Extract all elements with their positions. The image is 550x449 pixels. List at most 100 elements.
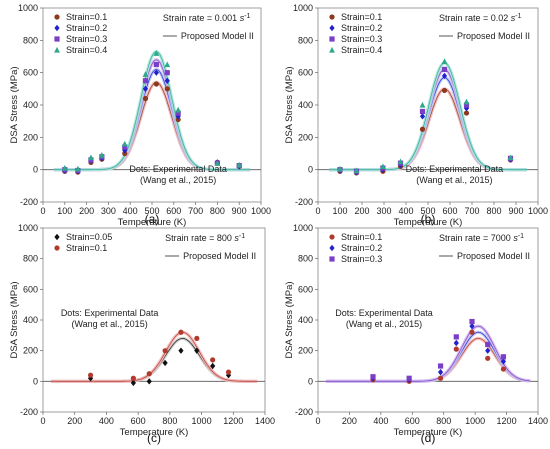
x-tick-label: 400: [373, 416, 388, 426]
data-point: [337, 165, 343, 172]
model-legend-label: Proposed Model II: [181, 31, 254, 41]
data-point: [500, 354, 507, 360]
data-point: [329, 244, 335, 252]
x-tick-label: 600: [166, 206, 181, 216]
x-axis-label: Temperature (K): [120, 427, 189, 438]
y-tick-label: 1000: [18, 223, 38, 233]
legend-entry: Strain=0.1: [66, 243, 107, 253]
legend-entry: Strain=0.1: [341, 12, 382, 22]
legend-entry: Strain=0.4: [341, 45, 382, 55]
experimental-note-line1: Dots: Experimental Data: [61, 308, 159, 318]
data-point: [441, 87, 448, 94]
x-tick-label: 600: [442, 206, 457, 216]
model-curve: [50, 337, 258, 382]
x-tick-label: 100: [332, 206, 347, 216]
data-point: [54, 14, 60, 20]
data-point: [153, 69, 159, 76]
data-point: [453, 339, 459, 347]
data-point: [236, 161, 243, 168]
y-tick-label: 600: [23, 68, 38, 78]
data-point: [142, 71, 149, 77]
y-tick-label: 0: [33, 376, 38, 386]
y-tick-label: 200: [23, 132, 38, 142]
panel-label: (b): [421, 212, 436, 226]
experimental-note-line2: (Wang et al., 2015): [71, 319, 147, 329]
data-point: [61, 164, 68, 171]
model-curve-halo: [325, 324, 531, 383]
x-tick-label: 800: [486, 206, 501, 216]
data-point: [463, 110, 470, 116]
panel-label: (c): [147, 431, 161, 445]
experimental-note-line1: Dots: Experimental Data: [406, 164, 504, 174]
data-point: [153, 81, 159, 87]
y-tick-label: 1000: [293, 223, 313, 233]
data-point: [175, 116, 181, 123]
data-point: [500, 366, 507, 372]
y-tick-label: 400: [23, 100, 38, 110]
y-tick-label: 0: [33, 165, 38, 175]
y-tick-label: 600: [298, 68, 313, 78]
x-tick-label: 800: [210, 206, 225, 216]
x-tick-label: 400: [398, 206, 413, 216]
data-point: [122, 144, 128, 150]
data-point: [121, 140, 128, 147]
data-point: [164, 61, 171, 68]
data-point: [54, 46, 60, 53]
data-point: [162, 348, 168, 354]
data-point: [329, 14, 335, 20]
model-curve: [329, 88, 527, 171]
data-point: [437, 375, 444, 381]
model-curve-halo: [53, 50, 251, 172]
legend-entry: Strain=0.2: [341, 23, 382, 33]
y-tick-label: 0: [308, 165, 313, 175]
x-tick-label: 0: [315, 206, 320, 216]
data-point: [74, 165, 81, 172]
x-tick-label: 1400: [255, 416, 275, 426]
legend-entry: Strain=0.05: [66, 232, 112, 242]
y-axis-label: DSA Stress (MPa): [284, 66, 295, 143]
experimental-note-line1: Dots: Experimental Data: [129, 164, 227, 174]
data-point: [142, 95, 149, 102]
x-tick-label: 1200: [497, 416, 517, 426]
x-tick-label: 400: [99, 416, 114, 426]
x-tick-label: 600: [131, 416, 146, 426]
data-point: [194, 347, 200, 354]
data-point: [507, 154, 514, 161]
y-tick-label: 400: [23, 315, 38, 325]
x-tick-label: 0: [315, 416, 320, 426]
model-legend-label: Proposed Model II: [457, 31, 530, 41]
y-tick-label: 0: [308, 376, 313, 386]
data-point: [210, 362, 216, 370]
data-point: [178, 329, 184, 335]
y-tick-label: 1000: [18, 3, 38, 13]
data-point: [329, 36, 335, 42]
y-tick-label: 400: [298, 315, 313, 325]
data-point: [98, 152, 105, 158]
data-point: [353, 167, 360, 174]
data-point: [453, 334, 459, 340]
data-point: [500, 358, 507, 365]
data-point: [485, 341, 491, 348]
y-axis-label: DSA Stress (MPa): [284, 281, 295, 358]
data-point: [146, 378, 152, 385]
x-tick-label: 500: [144, 206, 159, 216]
data-point: [210, 357, 216, 363]
x-tick-label: 600: [405, 416, 420, 426]
x-tick-label: 400: [123, 206, 138, 216]
y-tick-label: 800: [23, 35, 38, 45]
x-tick-label: 1000: [465, 416, 485, 426]
data-point: [164, 86, 170, 92]
data-point: [214, 160, 221, 166]
data-point: [122, 150, 128, 157]
x-axis-label: Temperature (K): [394, 427, 463, 438]
data-point: [485, 347, 491, 354]
model-curve: [325, 325, 531, 382]
y-axis-label: DSA Stress (MPa): [9, 281, 20, 358]
data-point: [463, 102, 470, 108]
data-point: [162, 359, 168, 367]
data-point: [175, 110, 181, 116]
x-tick-label: 200: [342, 416, 357, 426]
data-point: [329, 256, 335, 262]
experimental-note-line2: (Wang et al., 2015): [416, 175, 492, 185]
